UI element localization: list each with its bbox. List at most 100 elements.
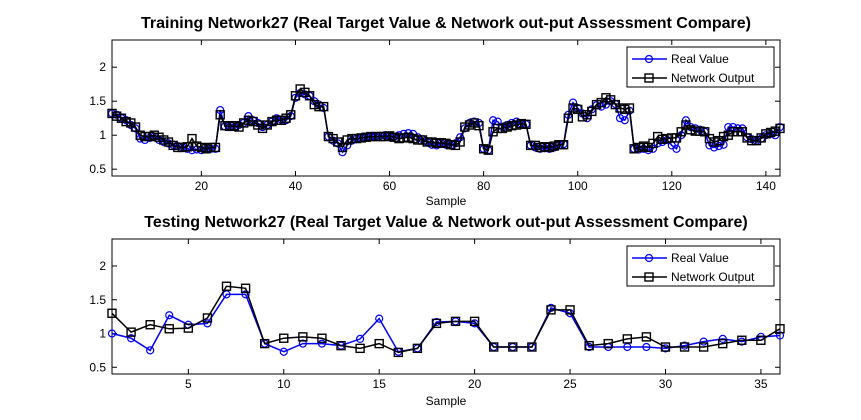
data-point <box>145 320 155 330</box>
data-point <box>187 133 197 144</box>
data-point <box>355 343 365 354</box>
x-tick-label: 20 <box>195 179 209 193</box>
x-tick-label: 140 <box>756 179 776 193</box>
data-point <box>775 331 785 340</box>
legend-marker <box>644 54 654 64</box>
y-tick-label: 2 <box>99 60 106 74</box>
data-point <box>573 104 583 115</box>
data-point <box>342 135 352 145</box>
data-point <box>196 142 207 153</box>
data-point <box>756 335 766 345</box>
x-tick-label: 10 <box>277 377 291 391</box>
data-point <box>446 140 456 150</box>
data-point <box>565 305 575 315</box>
data-point <box>333 137 343 147</box>
data-point <box>427 137 437 147</box>
data-point <box>422 137 432 147</box>
y-tick-label: 1.5 <box>89 293 106 307</box>
data-point <box>483 145 494 155</box>
data-point <box>584 340 594 351</box>
data-point <box>657 134 668 144</box>
data-point <box>488 116 498 125</box>
data-point <box>168 140 178 151</box>
data-point <box>182 142 192 152</box>
data-point <box>641 332 652 342</box>
data-point <box>544 142 555 153</box>
data-point <box>201 144 211 154</box>
data-point <box>546 305 556 315</box>
data-point <box>554 140 564 150</box>
legend-box <box>626 245 775 287</box>
data-point <box>685 125 696 135</box>
data-point <box>239 118 249 128</box>
data-point <box>667 133 677 143</box>
data-point <box>298 339 307 348</box>
data-point <box>107 308 117 318</box>
data-point <box>323 131 334 142</box>
data-point <box>718 334 727 343</box>
data-point <box>203 319 212 328</box>
data-point <box>527 342 537 352</box>
data-point <box>511 120 522 130</box>
data-point <box>474 120 484 131</box>
data-point <box>620 116 629 125</box>
y-tick-label: 1 <box>99 128 106 142</box>
data-point <box>177 142 188 153</box>
data-point <box>112 111 122 121</box>
data-point <box>450 316 461 327</box>
data-point <box>732 127 743 137</box>
data-point <box>191 141 202 151</box>
data-point <box>455 137 465 147</box>
data-point <box>577 112 588 122</box>
x-tick-label: 5 <box>185 377 192 391</box>
y-tick-label: 0.5 <box>89 360 106 374</box>
data-point <box>648 144 658 153</box>
legend-marker <box>644 253 654 263</box>
data-point <box>497 123 508 134</box>
legend: Real Value Network Output <box>626 245 775 287</box>
data-point <box>489 342 499 352</box>
data-point <box>121 116 131 127</box>
data-point <box>525 140 536 151</box>
data-point <box>558 140 569 150</box>
data-point <box>126 334 136 343</box>
data-point <box>690 126 701 136</box>
x-tick-label: 120 <box>662 179 682 193</box>
chart-title: Training Network27 (Real Target Value & … <box>141 15 751 32</box>
legend-label: Network Output <box>671 71 755 85</box>
data-point <box>165 311 174 320</box>
data-point <box>591 99 602 110</box>
data-point <box>718 338 728 349</box>
legend-label: Network Output <box>671 270 755 284</box>
data-point <box>679 342 690 352</box>
x-tick-label: 100 <box>568 179 588 193</box>
data-point <box>286 110 296 120</box>
data-point <box>718 131 729 142</box>
legend-marker <box>644 272 654 282</box>
data-point <box>770 126 780 136</box>
data-point <box>224 121 235 132</box>
data-point <box>290 91 301 101</box>
data-point <box>710 143 719 152</box>
data-point <box>240 283 251 293</box>
data-point <box>469 316 480 327</box>
data-point <box>298 332 308 342</box>
data-point <box>135 130 145 140</box>
y-tick-label: 0.5 <box>89 162 106 176</box>
x-tick-label: 80 <box>477 179 491 193</box>
data-point <box>775 324 785 334</box>
data-point <box>662 133 672 144</box>
data-point <box>737 335 747 345</box>
data-point <box>638 141 649 151</box>
data-point <box>563 113 574 123</box>
y-tick-label: 2 <box>99 259 106 273</box>
data-point <box>540 142 550 152</box>
data-point <box>375 314 384 323</box>
data-point <box>681 120 691 130</box>
legend-box <box>626 46 775 88</box>
legend-label: Real Value <box>671 52 729 66</box>
data-point <box>441 138 451 149</box>
data-point <box>243 115 254 125</box>
data-point <box>700 127 710 137</box>
data-point <box>624 103 635 113</box>
